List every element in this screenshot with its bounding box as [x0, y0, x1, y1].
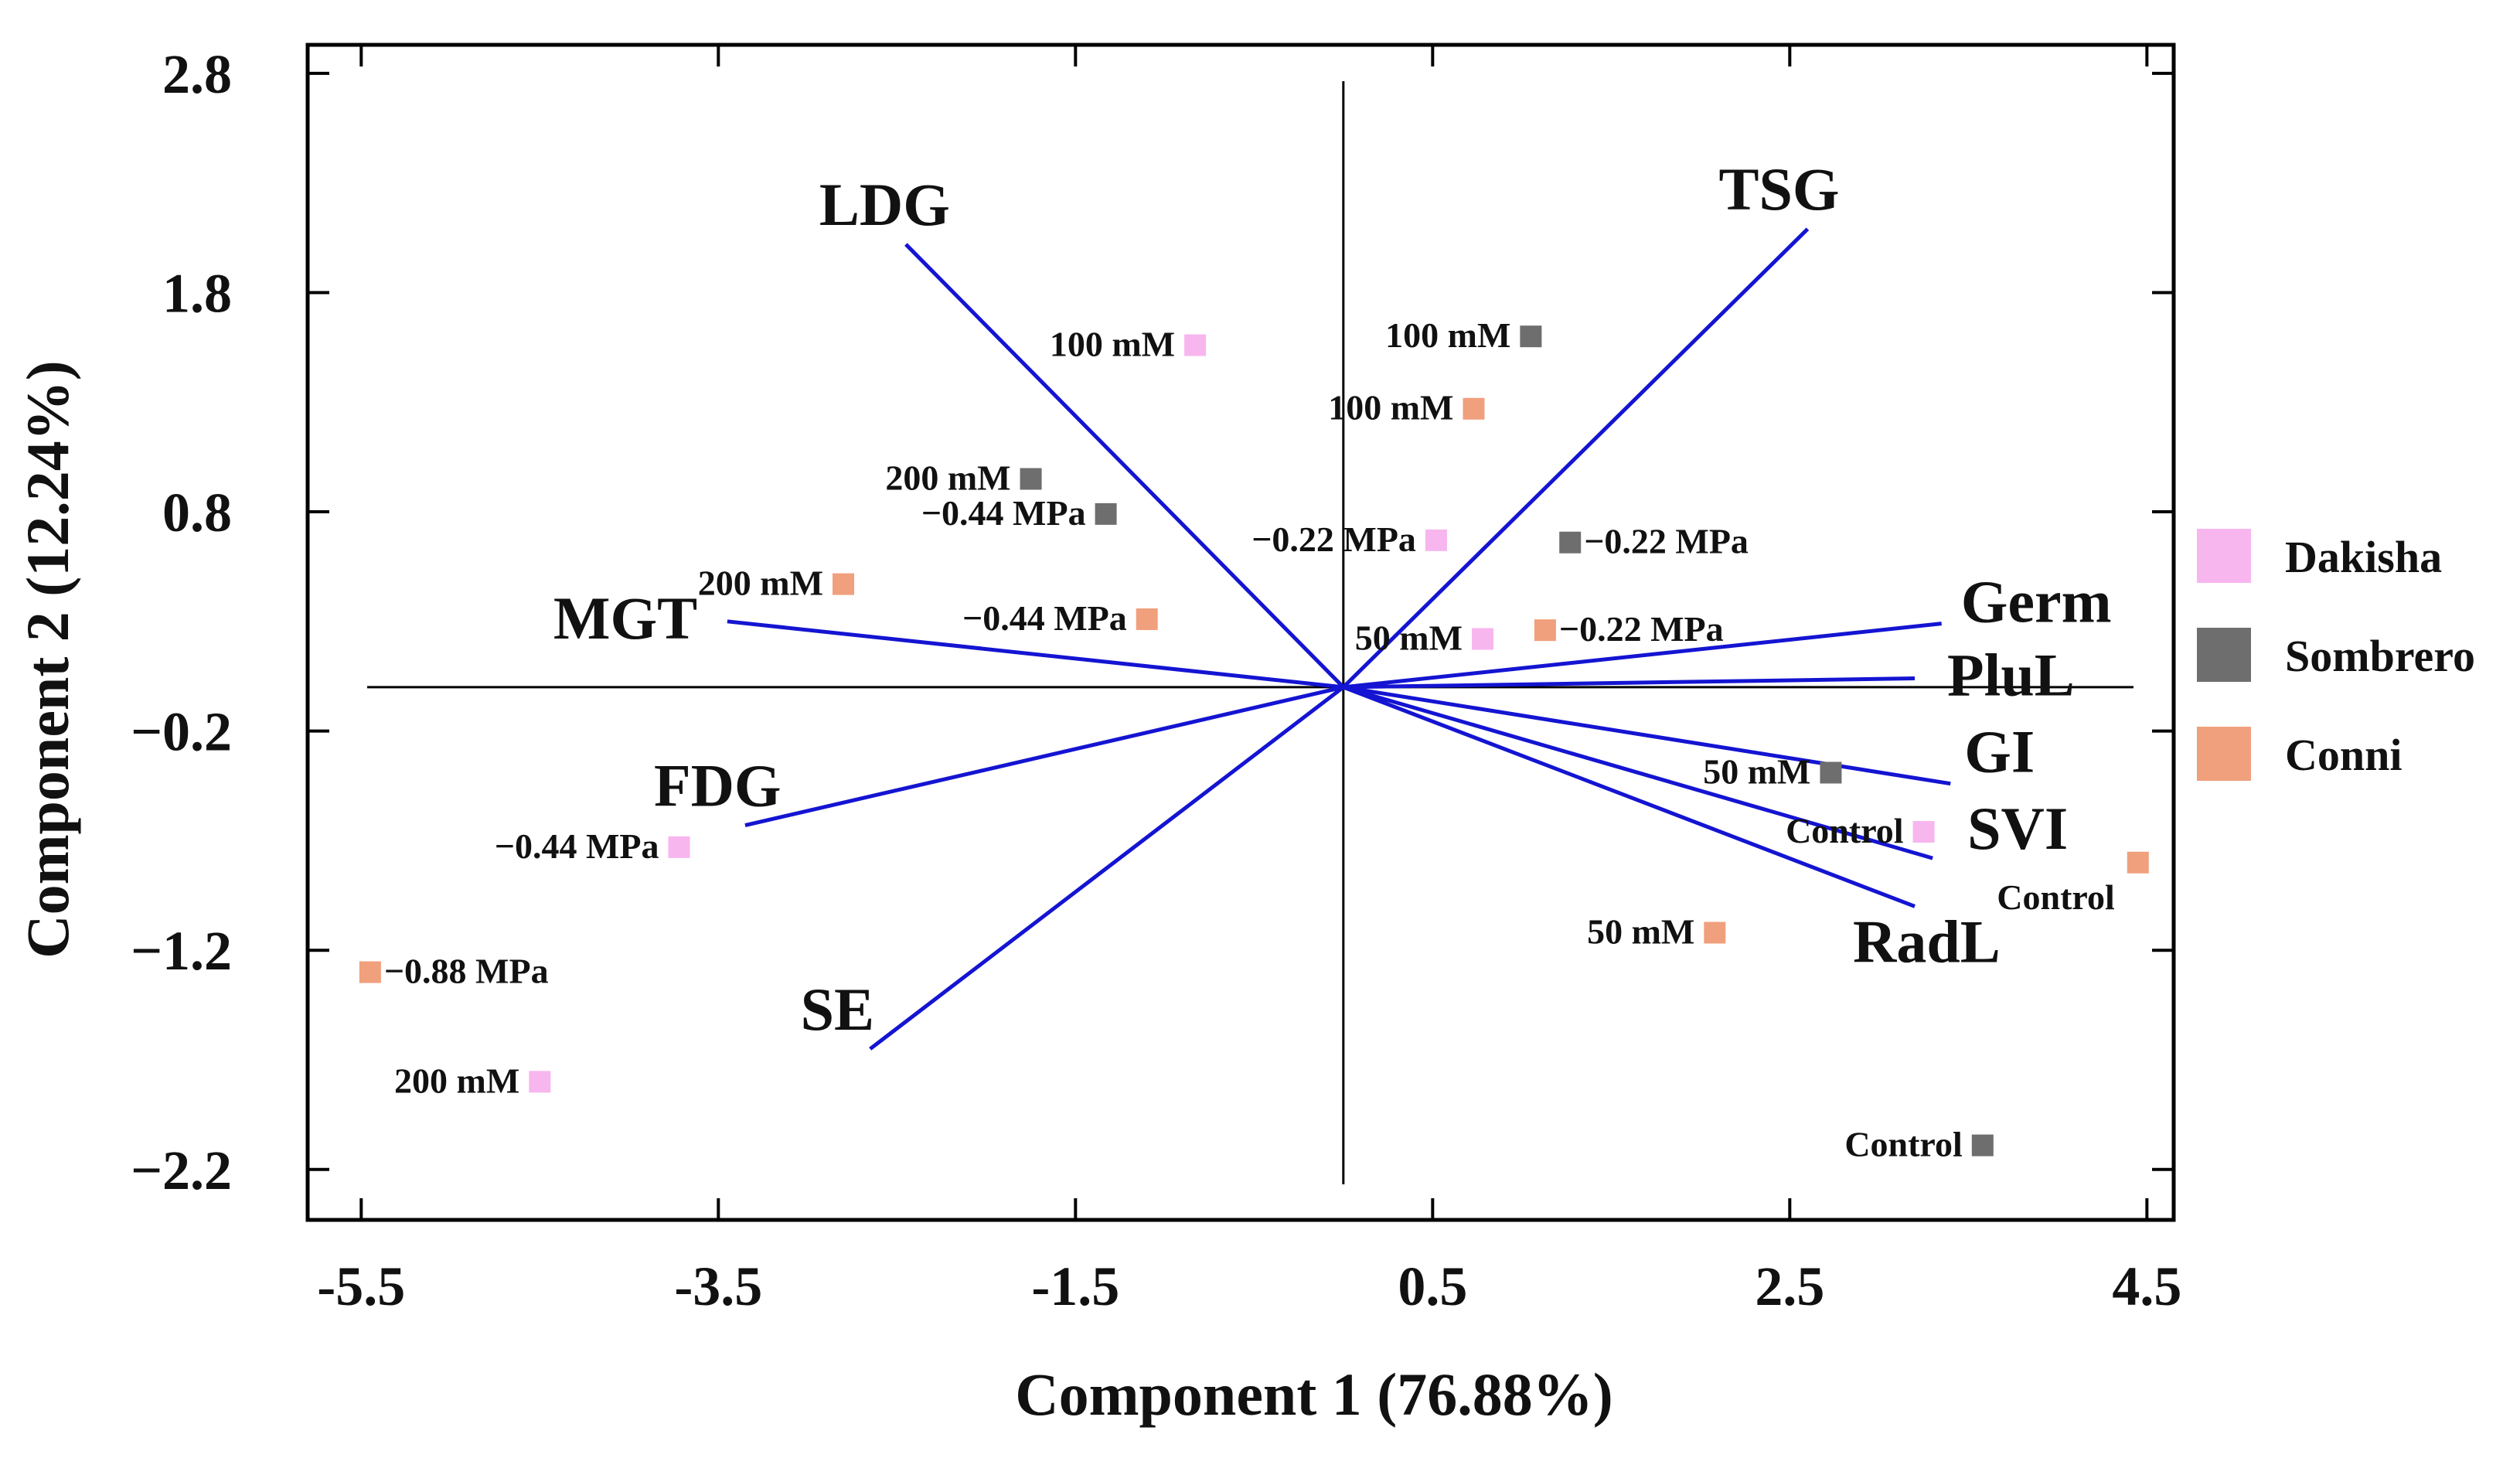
point-label: −0.88 MPa — [384, 952, 549, 991]
axes-layer — [305, 43, 2176, 1222]
tick-layer: -5.5 -3.5 -1.5 0.5 2.5 4.5 2.8 1.8 0.8 −0.2 −1.2 −2… — [131, 43, 2181, 1317]
point-sombrero — [1971, 1134, 1994, 1157]
point-dakisha — [529, 1071, 551, 1093]
point-label: Control — [1786, 811, 1904, 850]
point-sombrero — [1020, 468, 1042, 490]
vector-label: PluL — [1947, 642, 2075, 709]
vector-label: MGT — [553, 584, 697, 652]
vector-germ — [1343, 622, 1942, 690]
y-tick-label: 0.8 — [162, 482, 232, 543]
vector-label: Germ — [1961, 568, 2112, 635]
y-tick-label: −1.2 — [131, 920, 232, 982]
vector-label: SE — [801, 976, 874, 1043]
legend-label: Conni — [2285, 730, 2403, 780]
vector-radl — [1342, 685, 1916, 908]
point-sombrero — [1559, 531, 1582, 554]
plot-frame — [305, 43, 2176, 1222]
point-conni — [1534, 619, 1556, 642]
point-label: 50 mM — [1355, 618, 1463, 658]
vector-svi — [1343, 685, 1933, 860]
point-label: 200 mM — [698, 564, 823, 603]
point-label: 100 mM — [1050, 325, 1175, 364]
point-label: Control — [1844, 1125, 1963, 1164]
point-conni — [1136, 608, 1158, 630]
point-sombrero — [1520, 325, 1542, 348]
point-label: −0.44 MPa — [962, 598, 1127, 638]
x-tick-label: -3.5 — [674, 1255, 762, 1317]
point-label: −0.22 MPa — [1584, 522, 1749, 561]
vector-plul — [1343, 676, 1916, 690]
point-dakisha — [1912, 821, 1935, 843]
vector-label: LDG — [819, 171, 950, 238]
point-label: −0.22 MPa — [1251, 519, 1416, 559]
legend: Dakisha Sombrero Conni — [2197, 529, 2475, 781]
vector-label: SVI — [1967, 795, 2068, 862]
point-conni — [1463, 397, 1485, 420]
point-label: 100 mM — [1328, 388, 1453, 428]
point-label: −0.44 MPa — [921, 493, 1086, 533]
point-sombrero — [1095, 502, 1117, 525]
point-sombrero — [1820, 761, 1842, 784]
x-tick-label: 2.5 — [1755, 1255, 1824, 1317]
vector-tsg — [1342, 227, 1810, 689]
point-dakisha — [1184, 334, 1207, 356]
vector-se — [869, 685, 1345, 1051]
legend-swatch-dakisha — [2197, 529, 2251, 583]
point-dakisha — [1425, 529, 1447, 551]
vector-label: RadL — [1853, 908, 2001, 975]
legend-swatch-conni — [2197, 727, 2251, 781]
x-tick-label: -5.5 — [317, 1255, 405, 1317]
vector-fdg — [744, 685, 1344, 827]
point-label: Control — [1997, 877, 2115, 917]
y-tick-label: −2.2 — [131, 1139, 232, 1201]
vector-label: TSG — [1718, 155, 1839, 223]
y-axis-title: Component 2 (12.24%) — [14, 360, 81, 959]
vector-label: GI — [1964, 718, 2035, 785]
point-label: 50 mM — [1587, 912, 1694, 952]
point-conni — [1704, 921, 1726, 944]
y-tick-label: 2.8 — [162, 43, 232, 105]
legend-swatch-sombrero — [2197, 628, 2251, 682]
point-dakisha — [1472, 628, 1494, 650]
point-label: 50 mM — [1703, 751, 1810, 791]
point-conni — [833, 573, 855, 595]
vector-mgt — [727, 619, 1344, 690]
x-tick-label: 4.5 — [2112, 1255, 2181, 1317]
legend-label: Dakisha — [2285, 532, 2442, 582]
x-tick-label: 0.5 — [1398, 1255, 1467, 1317]
legend-label: Sombrero — [2285, 631, 2475, 681]
point-label: 100 mM — [1385, 315, 1510, 355]
point-label: 200 mM — [394, 1061, 519, 1100]
point-conni — [2127, 851, 2149, 874]
y-tick-label: −0.2 — [131, 701, 232, 763]
point-dakisha — [668, 836, 690, 858]
y-tick-label: 1.8 — [162, 262, 232, 324]
point-conni — [359, 961, 381, 983]
point-label: −0.44 MPa — [495, 826, 659, 866]
x-axis-title: Component 1 (76.88%) — [1015, 1361, 1613, 1428]
vector-ldg — [904, 243, 1345, 689]
vector-label: FDG — [654, 752, 782, 819]
point-label: −0.22 MPa — [1559, 609, 1724, 649]
x-tick-label: -1.5 — [1031, 1255, 1119, 1317]
vector-layer: LDG TSG MGT Germ PluL FDG GI SVI RadL SE — [553, 155, 2112, 1051]
point-label: 200 mM — [885, 458, 1010, 497]
vector-gi — [1343, 685, 1951, 786]
